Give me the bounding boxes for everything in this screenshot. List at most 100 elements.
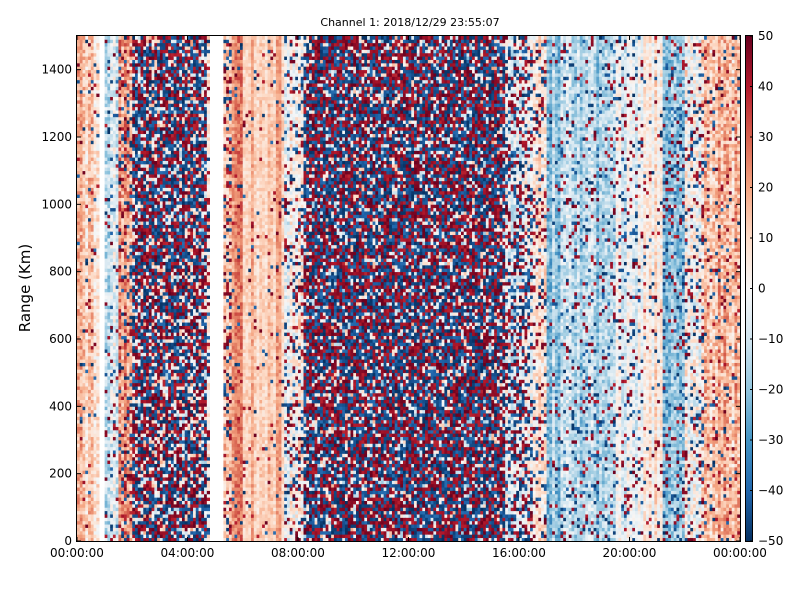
- heatmap-cell: [83, 356, 86, 360]
- heatmap-cell: [91, 208, 94, 212]
- heatmap-cell: [94, 53, 97, 57]
- heatmap-cell: [105, 124, 108, 128]
- heatmap-cell: [96, 332, 99, 336]
- heatmap-cell: [96, 376, 99, 380]
- heatmap-cell: [94, 265, 97, 269]
- heatmap-cell: [96, 225, 99, 229]
- heatmap-cell: [80, 406, 83, 410]
- heatmap-cell: [88, 326, 91, 330]
- heatmap-cell: [85, 56, 88, 60]
- heatmap-cell: [88, 83, 91, 87]
- heatmap-cell: [77, 315, 80, 319]
- heatmap-cell: [77, 349, 80, 353]
- heatmap-cell: [85, 467, 88, 471]
- heatmap-cell: [85, 319, 88, 323]
- heatmap-cell: [88, 470, 91, 474]
- heatmap-cell: [83, 517, 86, 521]
- heatmap-cell: [91, 285, 94, 289]
- heatmap-cell: [96, 140, 99, 144]
- heatmap-cell: [88, 255, 91, 259]
- heatmap-cell: [96, 43, 99, 47]
- heatmap-cell: [88, 272, 91, 276]
- heatmap-cell: [94, 56, 97, 60]
- heatmap-cell: [88, 379, 91, 383]
- heatmap-cell: [83, 349, 86, 353]
- heatmap-cell: [85, 413, 88, 417]
- heatmap-cell: [83, 43, 86, 47]
- heatmap-cell: [77, 453, 80, 457]
- heatmap-cell: [83, 453, 86, 457]
- heatmap-cell: [83, 480, 86, 484]
- heatmap-cell: [96, 450, 99, 454]
- heatmap-cell: [96, 534, 99, 538]
- heatmap-cell: [85, 379, 88, 383]
- heatmap-cell: [88, 524, 91, 528]
- heatmap-cells: [77, 36, 740, 541]
- heatmap-cell: [88, 268, 91, 272]
- heatmap-cell: [88, 134, 91, 138]
- heatmap-cell: [94, 440, 97, 444]
- heatmap-cell: [83, 225, 86, 229]
- heatmap-cell: [91, 157, 94, 161]
- heatmap-cell: [94, 241, 97, 245]
- heatmap-cell: [94, 423, 97, 427]
- heatmap-cell: [77, 150, 80, 154]
- heatmap-cell: [80, 56, 83, 60]
- heatmap-cell: [80, 366, 83, 370]
- heatmap-cell: [85, 76, 88, 80]
- heatmap-cell: [91, 90, 94, 94]
- heatmap-cell: [94, 379, 97, 383]
- heatmap-cell: [105, 457, 108, 461]
- heatmap-cell: [91, 359, 94, 363]
- heatmap-cell: [91, 167, 94, 171]
- heatmap-cell: [77, 124, 80, 128]
- heatmap-cell: [94, 228, 97, 232]
- heatmap-cell: [105, 322, 108, 326]
- heatmap-cell: [94, 130, 97, 134]
- heatmap-cell: [91, 484, 94, 488]
- heatmap-cell: [88, 198, 91, 202]
- heatmap-cell: [105, 487, 108, 491]
- heatmap-cell: [94, 484, 97, 488]
- heatmap-cell: [105, 134, 108, 138]
- heatmap-cell: [88, 130, 91, 134]
- heatmap-cell: [83, 443, 86, 447]
- heatmap-cell: [83, 315, 86, 319]
- heatmap-cell: [83, 248, 86, 252]
- heatmap-cell: [94, 49, 97, 53]
- heatmap-cell: [85, 268, 88, 272]
- heatmap-cell: [83, 447, 86, 451]
- heatmap-cell: [96, 457, 99, 461]
- heatmap-cell: [105, 221, 108, 225]
- heatmap-cell: [77, 528, 80, 532]
- heatmap-cell: [83, 201, 86, 205]
- heatmap-cell: [77, 289, 80, 293]
- heatmap-cell: [80, 494, 83, 498]
- heatmap-cell: [85, 171, 88, 175]
- heatmap-cell: [91, 437, 94, 441]
- heatmap-cell: [85, 198, 88, 202]
- heatmap-cell: [94, 278, 97, 282]
- heatmap-cell: [96, 410, 99, 414]
- heatmap-cell: [94, 177, 97, 181]
- heatmap-cell: [83, 204, 86, 208]
- heatmap-cell: [77, 302, 80, 306]
- heatmap-cell: [94, 144, 97, 148]
- heatmap-cell: [94, 352, 97, 356]
- heatmap-cell: [88, 319, 91, 323]
- heatmap-cell: [105, 164, 108, 168]
- heatmap-cell: [77, 363, 80, 367]
- heatmap-cell: [96, 443, 99, 447]
- heatmap-cell: [94, 400, 97, 404]
- heatmap-cell: [91, 413, 94, 417]
- heatmap-cell: [80, 164, 83, 168]
- heatmap-cell: [105, 450, 108, 454]
- heatmap-cell: [80, 194, 83, 198]
- heatmap-cell: [105, 245, 108, 249]
- heatmap-cell: [94, 73, 97, 77]
- heatmap-cell: [85, 501, 88, 505]
- heatmap-cell: [85, 97, 88, 101]
- heatmap-cell: [83, 56, 86, 60]
- heatmap-cell: [105, 231, 108, 235]
- heatmap-cell: [85, 427, 88, 431]
